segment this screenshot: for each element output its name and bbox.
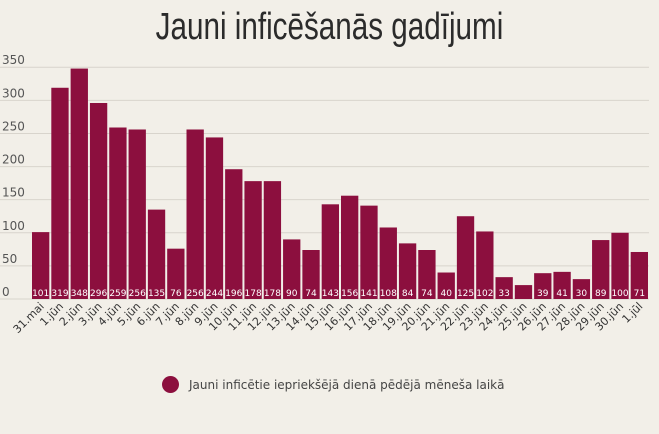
legend-swatch xyxy=(162,376,179,393)
bar xyxy=(592,240,610,299)
bar xyxy=(553,271,571,299)
bar-value-label: 30 xyxy=(576,289,588,299)
y-tick-label: 50 xyxy=(2,252,17,266)
bar-value-label: 141 xyxy=(360,289,377,299)
bar-value-label: 76 xyxy=(170,289,182,299)
bar-value-label: 296 xyxy=(90,289,107,299)
bar xyxy=(70,68,88,299)
bar xyxy=(476,231,494,299)
bar-value-label: 196 xyxy=(225,289,242,299)
bar-value-labels: 101 319 348 296 259 256 135 76 256 244 196 178 178 90… xyxy=(32,289,645,299)
bar xyxy=(302,250,320,299)
bar-value-label: 39 xyxy=(537,289,549,299)
bar xyxy=(147,209,166,299)
bar xyxy=(456,216,475,299)
bar-value-label: 259 xyxy=(109,289,126,299)
bar xyxy=(630,251,648,299)
bar-value-label: 319 xyxy=(51,289,68,299)
x-axis-labels: 31.mai1.jūn2.jūn3.jūn4.jūn5.jūn6.jūn7.jū… xyxy=(11,300,646,336)
bar-value-label: 135 xyxy=(148,289,165,299)
x-tick-label: 1.jūl xyxy=(620,300,646,326)
bar xyxy=(32,232,50,299)
bar xyxy=(418,250,436,299)
bar-value-label: 74 xyxy=(421,289,433,299)
bar-value-label: 71 xyxy=(634,289,645,299)
bar-value-label: 348 xyxy=(71,289,88,299)
bars xyxy=(32,68,648,300)
y-tick-label: 0 xyxy=(2,285,10,299)
bar xyxy=(205,137,224,299)
bar-value-label: 256 xyxy=(187,289,204,299)
bar xyxy=(167,248,185,299)
bar-value-label: 102 xyxy=(476,289,493,299)
bar xyxy=(572,279,591,299)
chart-title: Jauni inficēšanās gadījumi xyxy=(155,6,504,48)
y-tick-label: 200 xyxy=(2,153,25,167)
bar xyxy=(244,181,262,299)
bar xyxy=(186,129,204,299)
bar xyxy=(360,205,378,299)
bar-value-label: 101 xyxy=(32,289,49,299)
legend-label: Jauni inficētie iepriekšējā dienā pēdējā… xyxy=(189,377,505,392)
bar xyxy=(225,169,243,299)
y-tick-label: 350 xyxy=(2,53,25,67)
bar xyxy=(341,195,359,299)
bar xyxy=(514,285,533,299)
bar-value-label: 33 xyxy=(498,289,509,299)
bar-value-label: 156 xyxy=(341,289,358,299)
bar xyxy=(379,227,397,299)
bar xyxy=(109,127,127,299)
bar xyxy=(534,273,552,299)
bar-value-label: 143 xyxy=(322,289,339,299)
bar-value-label: 244 xyxy=(206,289,223,299)
bar-value-label: 100 xyxy=(611,289,628,299)
bar-value-label: 108 xyxy=(380,289,397,299)
bar-value-label: 40 xyxy=(440,289,452,299)
bar-value-label: 256 xyxy=(129,289,146,299)
bar xyxy=(89,103,108,299)
bar xyxy=(283,239,301,299)
bar xyxy=(437,272,455,299)
bar xyxy=(495,277,513,299)
bar-value-label: 125 xyxy=(457,289,474,299)
y-tick-label: 100 xyxy=(2,219,25,233)
bar xyxy=(263,181,282,299)
y-tick-label: 250 xyxy=(2,119,25,133)
bar xyxy=(611,232,629,299)
bar-value-label: 74 xyxy=(305,289,317,299)
y-tick-label: 300 xyxy=(2,86,25,100)
y-axis-ticks: 0 50 100 150 200 250 300 350 xyxy=(2,53,25,299)
bar-value-label: 178 xyxy=(245,289,262,299)
bar-value-label: 90 xyxy=(286,289,298,299)
legend: Jauni inficētie iepriekšējā dienā pēdējā… xyxy=(162,376,504,393)
bar xyxy=(128,129,146,299)
bar-value-label: 89 xyxy=(595,289,607,299)
bar xyxy=(398,243,417,299)
bar-value-label: 41 xyxy=(556,289,567,299)
y-tick-label: 150 xyxy=(2,186,25,200)
bar xyxy=(51,87,69,300)
bar-value-label: 178 xyxy=(264,289,281,299)
bar xyxy=(321,204,339,299)
bar-value-label: 84 xyxy=(402,289,414,299)
